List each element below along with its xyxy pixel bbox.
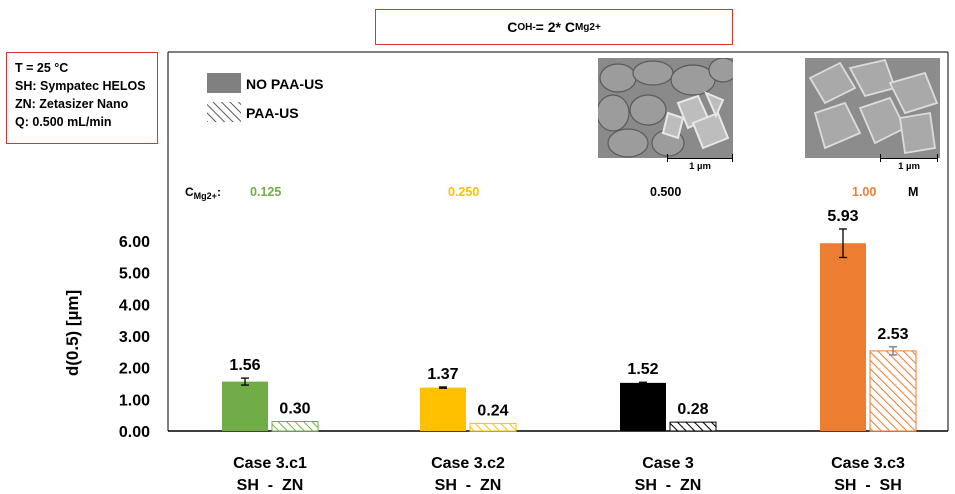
bar-no-paa-us xyxy=(222,381,268,431)
x-tick-label: Case 3.c1 xyxy=(233,455,307,472)
scale-bar: 1 µm xyxy=(667,154,733,172)
equation-sub-mg: Mg2+ xyxy=(574,21,601,33)
legend-swatch-hatched xyxy=(207,102,241,122)
x-tick-label: Case 3 xyxy=(642,455,694,472)
data-label: 0.30 xyxy=(279,401,310,418)
y-tick-label: 0.00 xyxy=(119,424,150,441)
y-tick-label: 3.00 xyxy=(119,329,150,346)
legend-swatch-solid xyxy=(207,73,241,93)
data-label: 1.52 xyxy=(627,361,658,378)
scale-label: 1 µm xyxy=(898,161,920,172)
condition-line: ZN: Zetasizer Nano xyxy=(15,97,129,111)
data-label: 0.28 xyxy=(677,401,708,418)
sem-image-case3 xyxy=(598,58,733,158)
x-tick-sublabel: SH - SH xyxy=(834,477,902,494)
condition-line: T = 25 °C xyxy=(15,61,69,75)
conc-value: 0.125 xyxy=(250,185,281,199)
x-tick-sublabel: SH - ZN xyxy=(237,477,304,494)
equation-prefix: C xyxy=(507,19,518,35)
bar-no-paa-us xyxy=(420,387,466,431)
equation-sub-oh: OH- xyxy=(517,21,536,33)
y-tick-label: 2.00 xyxy=(119,361,150,378)
data-label: 5.93 xyxy=(827,208,858,225)
y-axis-label: d(0.5) [µm] xyxy=(63,290,82,376)
data-label: 2.53 xyxy=(877,326,908,343)
conc-label: CMg2+: xyxy=(185,185,221,201)
equation-mid: = 2* C xyxy=(535,19,575,35)
y-tick-label: 6.00 xyxy=(119,234,150,251)
conc-value: 1.00 xyxy=(852,185,876,199)
condition-line: SH: Sympatec HELOS xyxy=(15,79,146,93)
bar-paa-us xyxy=(469,422,517,432)
x-tick-label: Case 3.c2 xyxy=(431,455,505,472)
scale-bar: 1 µm xyxy=(880,154,938,172)
data-label: 0.24 xyxy=(477,402,508,419)
conditions-box: T = 25 °C SH: Sympatec HELOS ZN: Zetasiz… xyxy=(6,52,158,144)
bar-no-paa-us xyxy=(620,382,666,431)
legend-label: PAA-US xyxy=(246,105,299,121)
bar-paa-us xyxy=(669,421,717,432)
condition-line: Q: 0.500 mL/min xyxy=(15,115,112,129)
y-tick-label: 1.00 xyxy=(119,392,150,409)
equation-box: C OH- = 2* C Mg2+ xyxy=(375,9,733,45)
x-tick-sublabel: SH - ZN xyxy=(435,477,502,494)
data-label: 1.37 xyxy=(427,366,458,383)
y-tick-label: 4.00 xyxy=(119,297,150,314)
x-tick-sublabel: SH - ZN xyxy=(635,477,702,494)
legend-label: NO PAA-US xyxy=(246,76,324,92)
conc-value: 0.500 xyxy=(650,185,681,199)
sem-image-case3c3 xyxy=(805,58,940,158)
bar-paa-us xyxy=(271,421,319,432)
bar-paa-us xyxy=(869,350,917,432)
data-label: 1.56 xyxy=(229,357,260,374)
bar-no-paa-us xyxy=(820,243,866,431)
conc-unit: M xyxy=(908,185,918,199)
y-tick-label: 5.00 xyxy=(119,266,150,283)
scale-label: 1 µm xyxy=(689,161,711,172)
conc-value: 0.250 xyxy=(448,185,479,199)
x-tick-label: Case 3.c3 xyxy=(831,455,905,472)
